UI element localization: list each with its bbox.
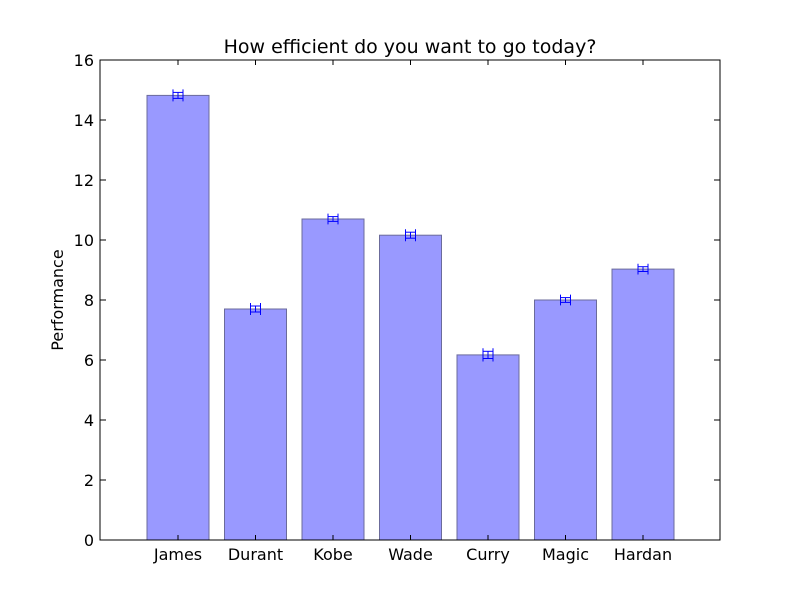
bar-durant — [224, 308, 287, 541]
error-bar-durant — [250, 303, 261, 315]
bar-kobe — [301, 218, 365, 541]
error-bar-curry — [482, 348, 494, 362]
plot-area: James Durant Kobe Wade Curry Magic Hardan 0 2 4 6 8… — [74, 51, 721, 564]
bar-curry — [456, 354, 520, 541]
y-tick-label: 2 — [84, 471, 94, 490]
error-bar-hardan — [637, 263, 649, 275]
y-tick-label: 10 — [74, 231, 94, 250]
x-tick-label-curry: Curry — [466, 545, 510, 564]
axes-frame — [99, 59, 721, 541]
x-tick-label-wade: Wade — [388, 545, 433, 564]
y-tick-label: 14 — [74, 111, 94, 130]
y-tick-label: 6 — [84, 351, 94, 370]
x-tick-label-hardan: Hardan — [614, 545, 672, 564]
error-bar-magic — [560, 294, 571, 306]
y-tick-label: 8 — [84, 291, 94, 310]
y-tick-label: 16 — [74, 51, 94, 70]
bar-wade — [379, 234, 442, 541]
bar-james — [146, 94, 210, 541]
x-tick-label-durant: Durant — [228, 545, 283, 564]
x-tick-label-james: James — [153, 545, 202, 564]
bar-magic — [534, 299, 597, 541]
y-tick-label: 4 — [84, 411, 94, 430]
y-tick-label: 12 — [74, 171, 94, 190]
y-axis-label: Performance — [48, 249, 67, 350]
error-bar-kobe — [327, 213, 339, 225]
x-tick-label-magic: Magic — [542, 545, 589, 564]
y-tick-label: 0 — [84, 531, 94, 550]
chart-title: How efficient do you want to go today? — [224, 36, 597, 58]
error-bar-james — [172, 89, 184, 102]
bar-hardan — [611, 268, 675, 541]
error-bar-wade — [405, 229, 416, 242]
x-tick-label-kobe: Kobe — [313, 545, 352, 564]
